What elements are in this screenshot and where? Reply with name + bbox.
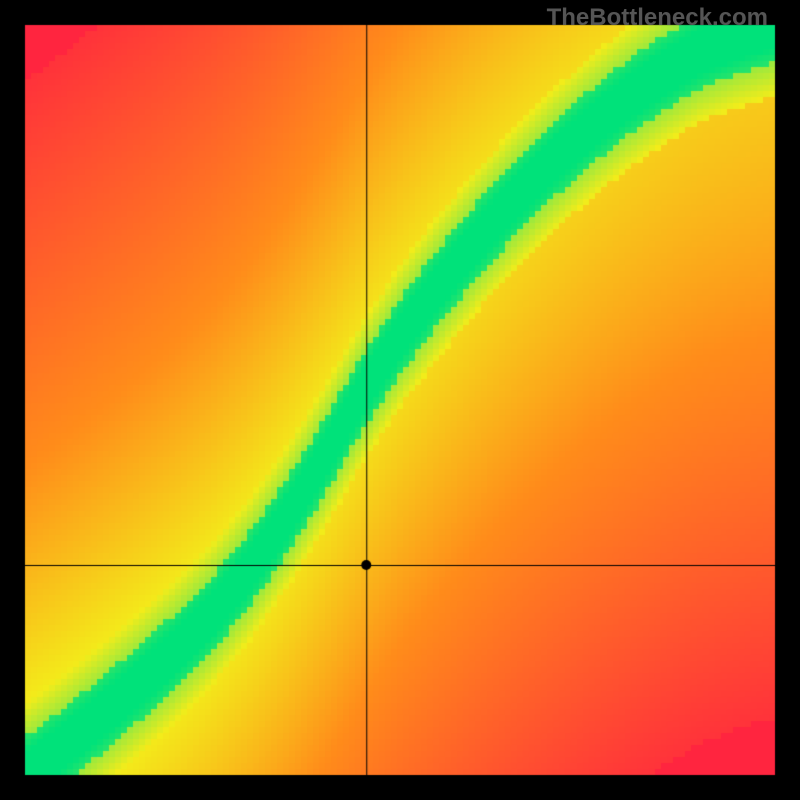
heatmap-canvas	[0, 0, 800, 800]
chart-container: TheBottleneck.com	[0, 0, 800, 800]
watermark-text: TheBottleneck.com	[547, 4, 768, 32]
